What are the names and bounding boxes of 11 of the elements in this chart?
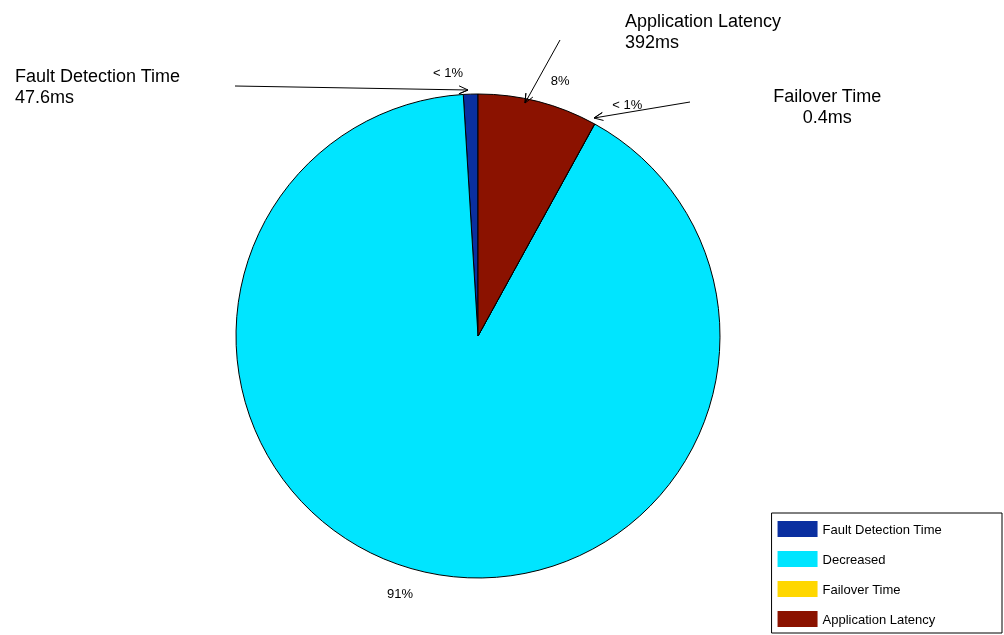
- legend-label: Application Latency: [822, 611, 936, 627]
- legend-label: Decreased: [822, 551, 886, 567]
- text: Application Latency 392ms: [625, 10, 782, 52]
- data-label: < 1%: [432, 64, 464, 80]
- text: Failover Time 0.4ms: [773, 85, 882, 127]
- data-label: < 1%: [612, 97, 643, 113]
- legend-label: Fault Detection Time: [822, 521, 942, 537]
- text: Fault Detection Time 47.6ms: [15, 65, 181, 107]
- legend-label: Failover Time: [822, 581, 901, 597]
- data-label: 8%: [550, 72, 570, 88]
- data-label: 91%: [387, 586, 414, 602]
